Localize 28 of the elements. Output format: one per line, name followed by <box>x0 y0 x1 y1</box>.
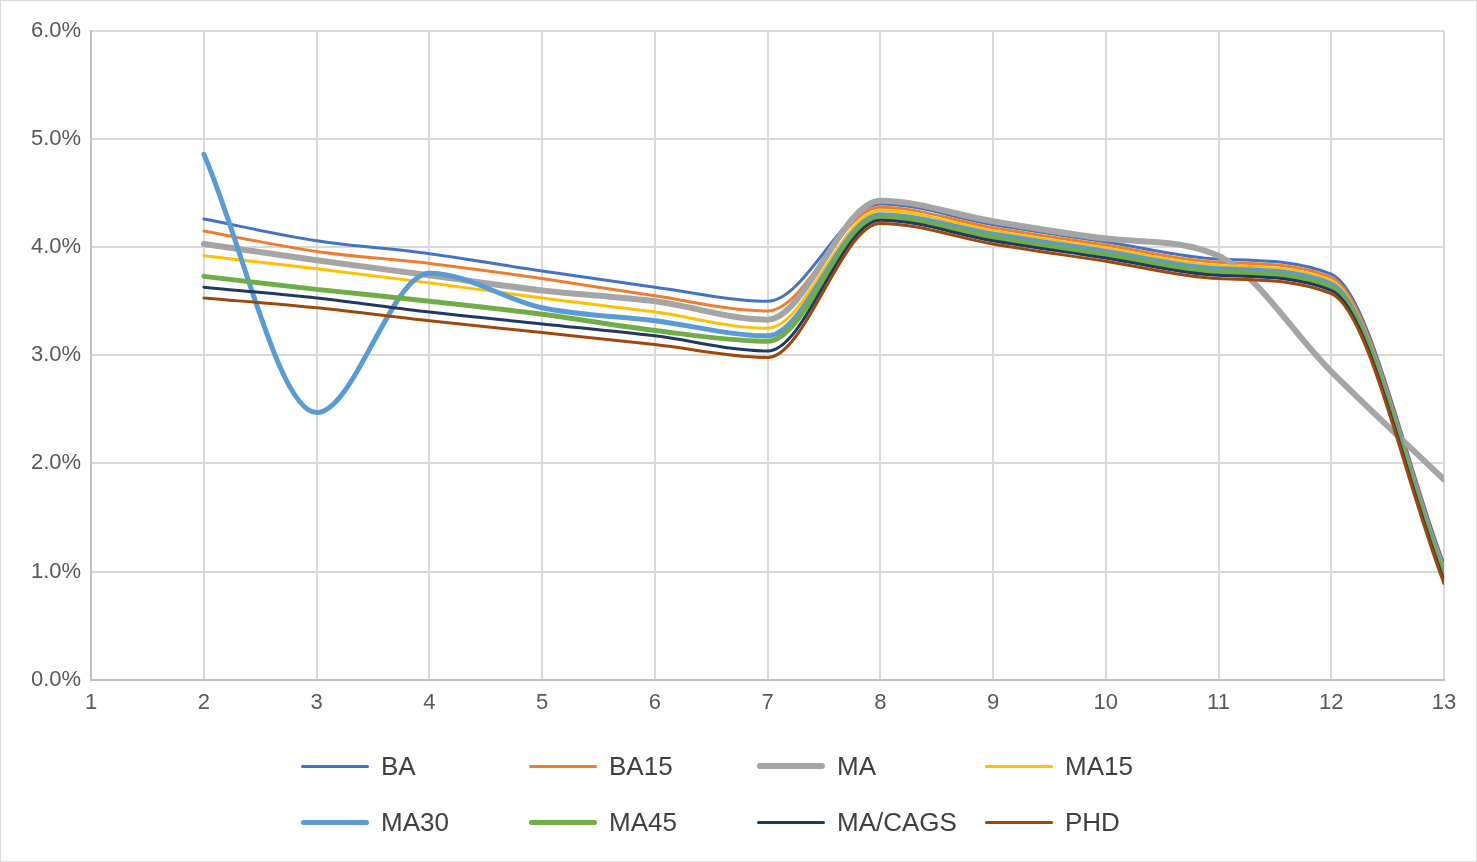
y-tick-label: 4.0% <box>30 233 82 259</box>
y-tick-label: 3.0% <box>30 341 82 367</box>
legend-label: BA15 <box>609 750 673 782</box>
x-tick-label: 9 <box>986 688 1000 714</box>
x-tick-label: 10 <box>1093 688 1119 714</box>
x-tick-label: 12 <box>1319 688 1344 714</box>
x-tick-label: 5 <box>535 688 549 714</box>
y-tick-label: 1.0% <box>30 557 82 583</box>
x-tick-label: 4 <box>423 688 436 714</box>
legend-label: MA45 <box>609 806 677 838</box>
x-tick-label: 13 <box>1431 688 1457 714</box>
y-tick-label: 5.0% <box>30 125 82 151</box>
legend-label: BA <box>381 750 416 782</box>
x-tick-label: 8 <box>874 688 887 714</box>
y-tick-label: 0.0% <box>30 665 82 691</box>
legend-label: PHD <box>1065 806 1120 838</box>
x-tick-label: 1 <box>85 688 98 714</box>
legend-label: MA15 <box>1065 750 1133 782</box>
legend-label: MA30 <box>381 806 449 838</box>
y-tick-label: 6.0% <box>30 17 82 43</box>
x-tick-label: 6 <box>648 688 661 714</box>
x-tick-label: 2 <box>197 688 211 714</box>
legend-label: MA <box>837 750 876 782</box>
legend-label: MA/CAGS <box>837 806 957 838</box>
y-tick-label: 2.0% <box>30 449 82 475</box>
x-tick-label: 11 <box>1207 688 1230 714</box>
x-tick-label: 7 <box>761 688 774 714</box>
x-tick-label: 3 <box>310 688 323 714</box>
